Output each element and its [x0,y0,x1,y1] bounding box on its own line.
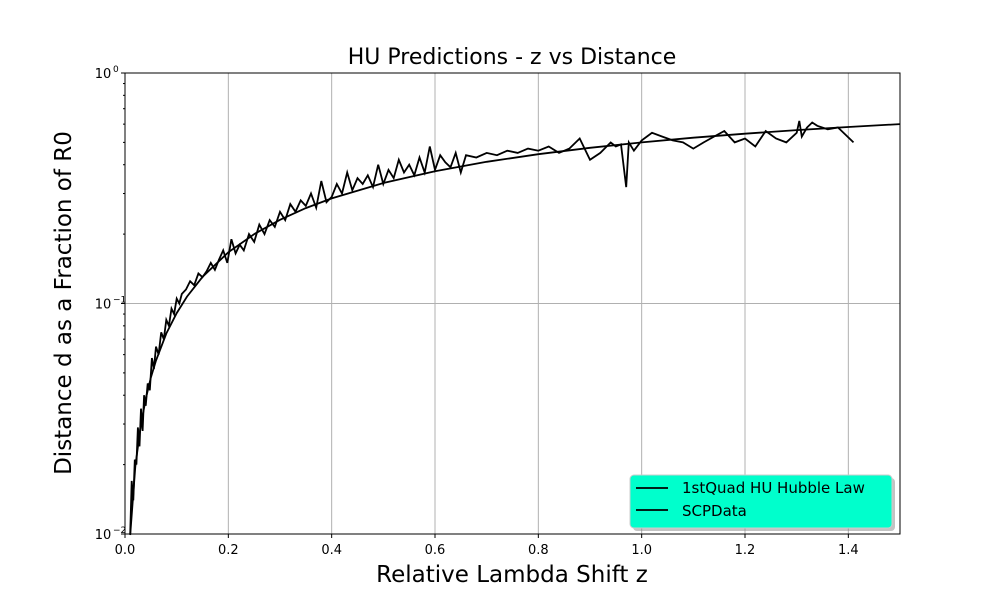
y-tick-exponent: −2 [113,526,126,536]
x-tick-label: 0.4 [321,543,342,558]
series-line-hubble-law [129,123,901,536]
y-axis-label: Distance d as a Fraction of R0 [51,131,77,475]
x-tick-label: 1.2 [735,543,756,558]
x-tick-label: 0.0 [115,543,136,558]
x-axis-label: Relative Lambda Shift z [376,562,648,588]
legend-label-hubble-law: 1stQuad HU Hubble Law [682,479,865,497]
x-tick-label: 0.6 [425,543,446,558]
x-tick-label: 0.2 [218,543,239,558]
x-tick-label: 1.0 [631,543,652,558]
chart-title: HU Predictions - z vs Distance [348,45,677,70]
y-tick-exponent: 0 [113,65,119,75]
legend-box [629,474,893,529]
x-tick-label: 0.8 [528,543,549,558]
x-axis-ticks: 0.0 0.2 0.4 0.6 0.8 1.0 1.2 1.4 [115,534,859,558]
x-tick-label: 1.4 [838,543,859,558]
legend-label-scpdata: SCPData [682,502,747,520]
y-tick-label: 10 [95,298,112,313]
y-tick-exponent: −1 [113,296,126,306]
series-line-scpdata [129,120,855,535]
legend: 1stQuad HU Hubble Law SCPData [629,474,895,531]
y-tick-label: 10 [95,67,112,82]
y-tick-label: 10 [95,528,112,543]
